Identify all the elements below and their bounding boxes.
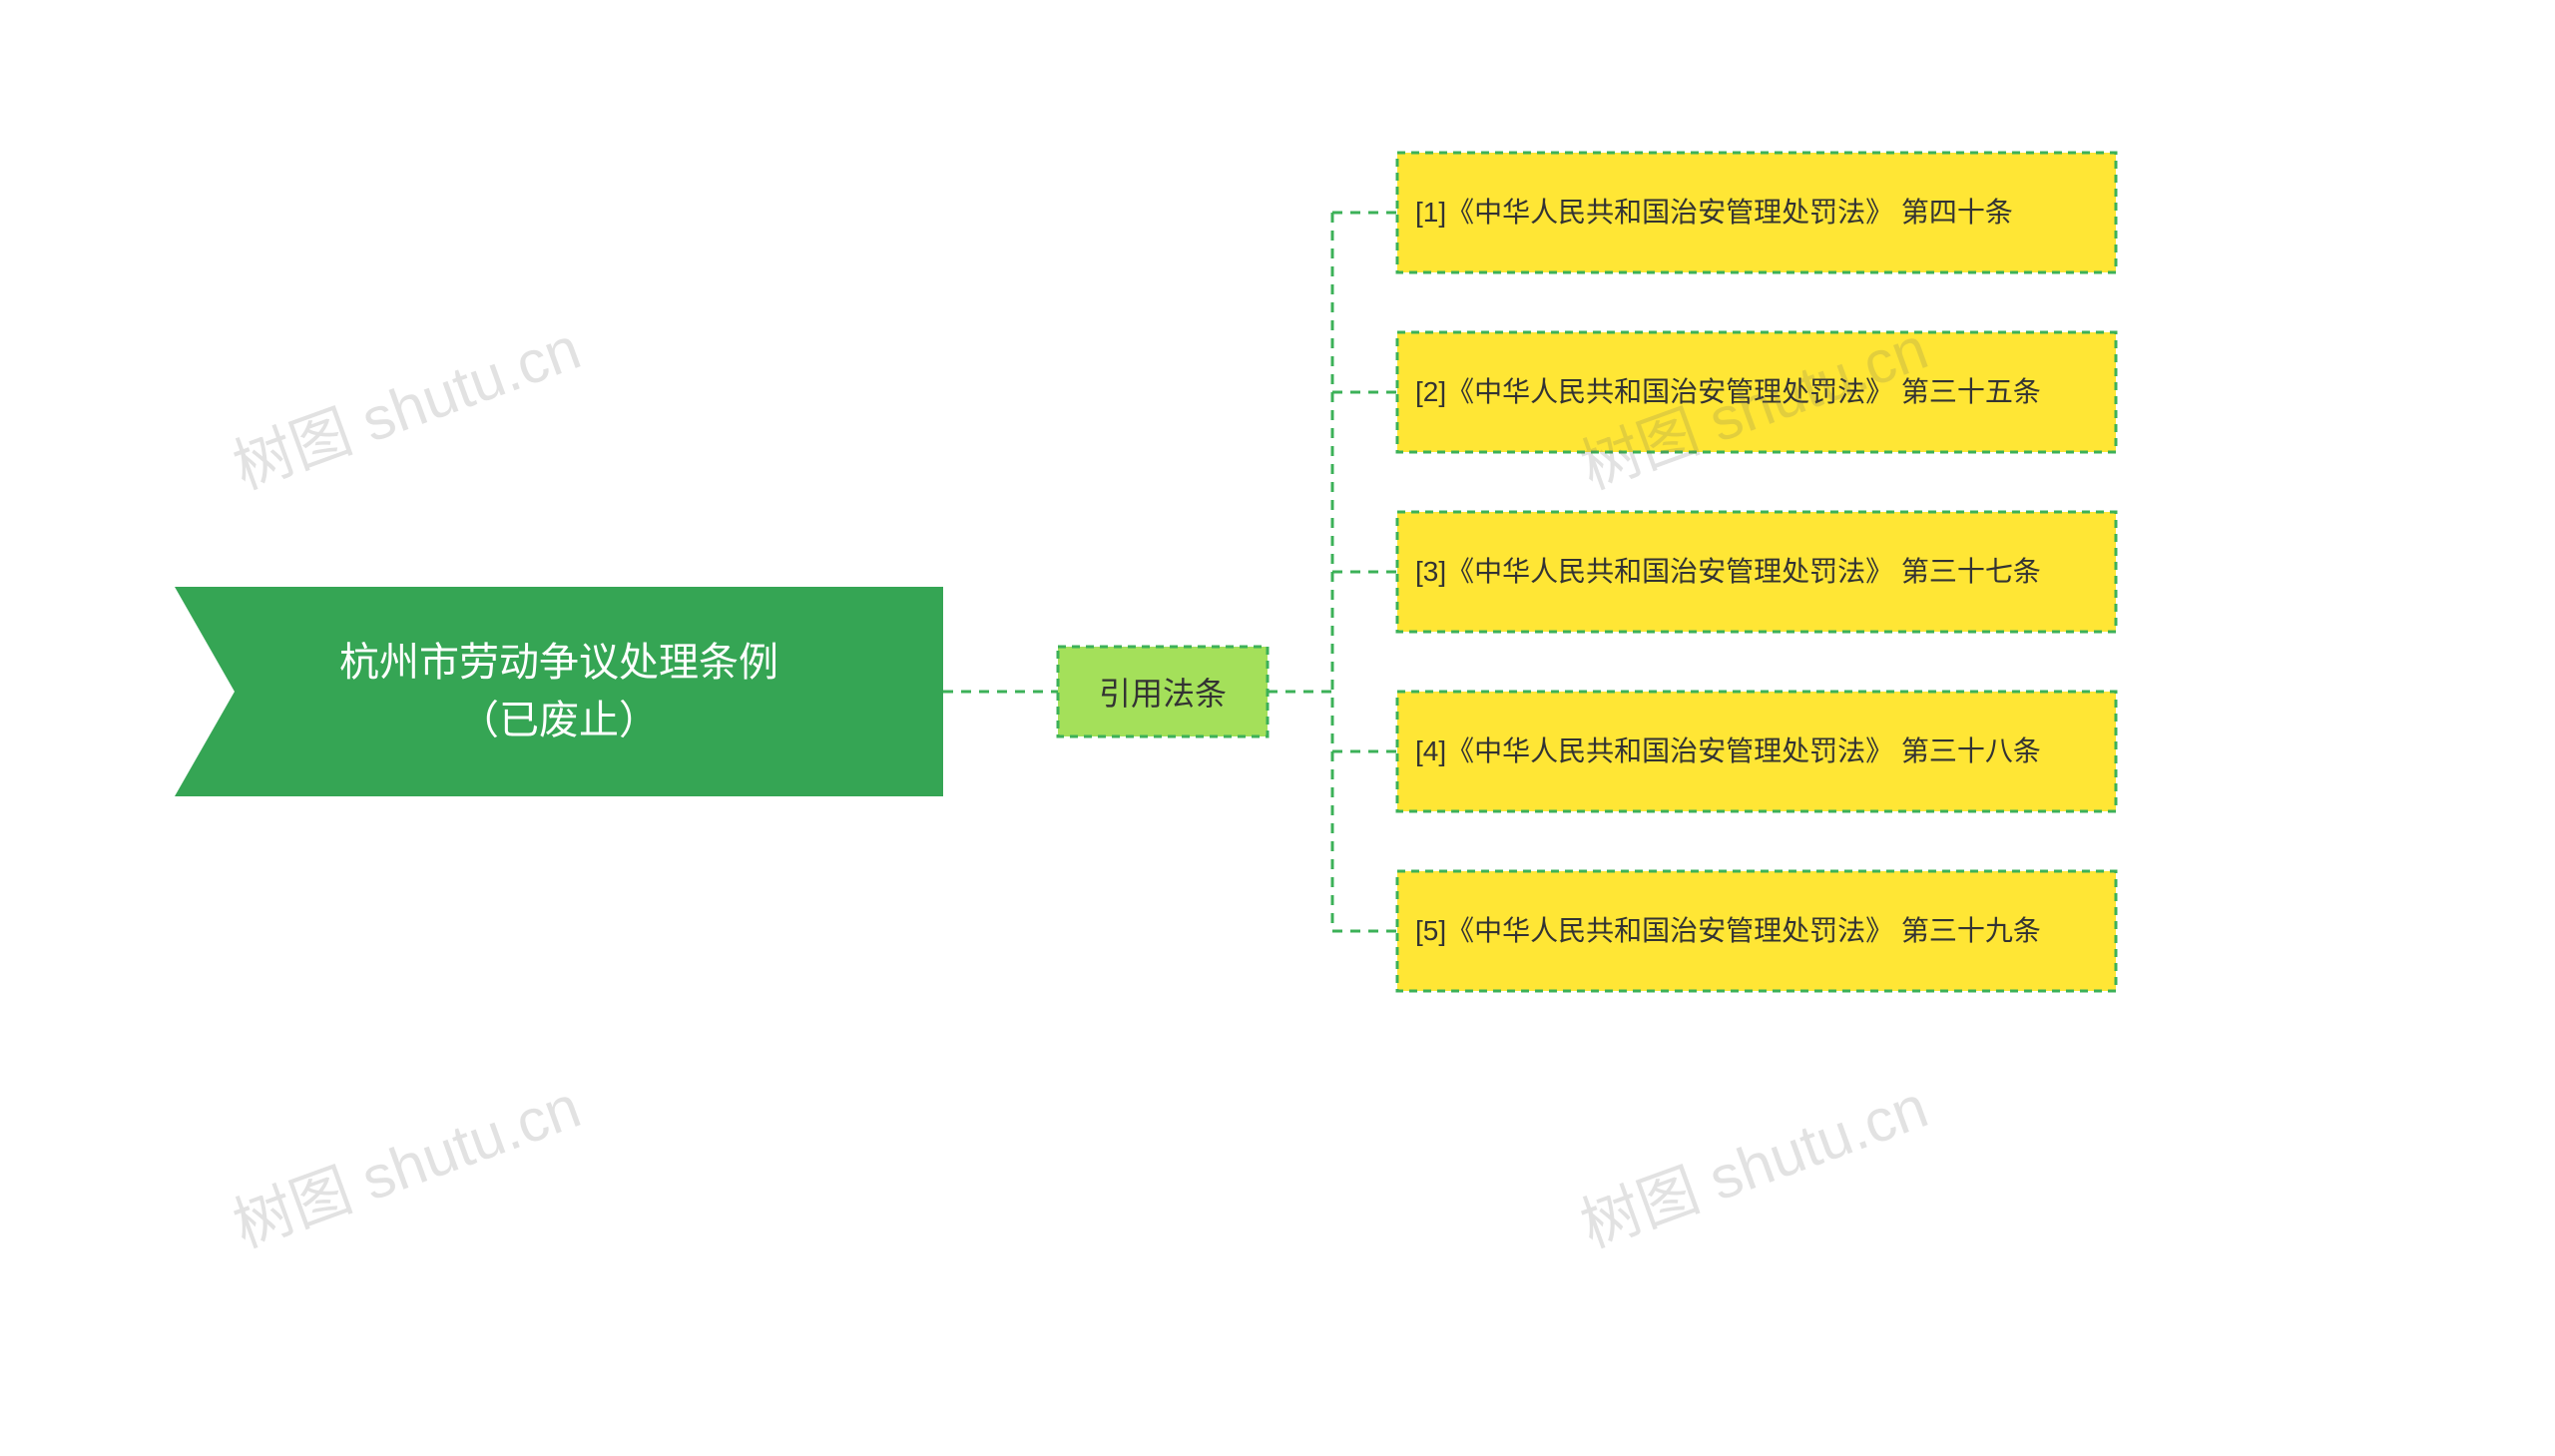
root-node-label: 杭州市劳动争议处理条例 （已废止） xyxy=(339,634,778,749)
leaf-node-label: [2]《中华人民共和国治安管理处罚法》 第三十五条 xyxy=(1415,372,2041,413)
leaf-node: [2]《中华人民共和国治安管理处罚法》 第三十五条 xyxy=(1397,332,2116,452)
leaf-node: [5]《中华人民共和国治安管理处罚法》 第三十九条 xyxy=(1397,871,2116,991)
leaf-node-label: [3]《中华人民共和国治安管理处罚法》 第三十七条 xyxy=(1415,552,2041,593)
mid-node: 引用法条 xyxy=(1058,647,1268,736)
root-node: 杭州市劳动争议处理条例 （已废止） xyxy=(175,587,943,796)
leaf-node: [1]《中华人民共和国治安管理处罚法》 第四十条 xyxy=(1397,153,2116,272)
leaf-node: [3]《中华人民共和国治安管理处罚法》 第三十七条 xyxy=(1397,512,2116,632)
watermark: 树图 shutu.cn xyxy=(220,300,590,506)
mid-node-label: 引用法条 xyxy=(1099,669,1227,715)
leaf-node: [4]《中华人民共和国治安管理处罚法》 第三十八条 xyxy=(1397,692,2116,811)
watermark: 树图 shutu.cn xyxy=(220,1059,590,1264)
diagram-canvas: 杭州市劳动争议处理条例 （已废止） 引用法条 [1]《中华人民共和国治安管理处罚法》… xyxy=(0,0,2555,1456)
leaf-node-label: [1]《中华人民共和国治安管理处罚法》 第四十条 xyxy=(1415,193,2013,234)
leaf-node-label: [5]《中华人民共和国治安管理处罚法》 第三十九条 xyxy=(1415,911,2041,952)
watermark: 树图 shutu.cn xyxy=(1567,1059,1937,1264)
leaf-node-label: [4]《中华人民共和国治安管理处罚法》 第三十八条 xyxy=(1415,731,2041,772)
